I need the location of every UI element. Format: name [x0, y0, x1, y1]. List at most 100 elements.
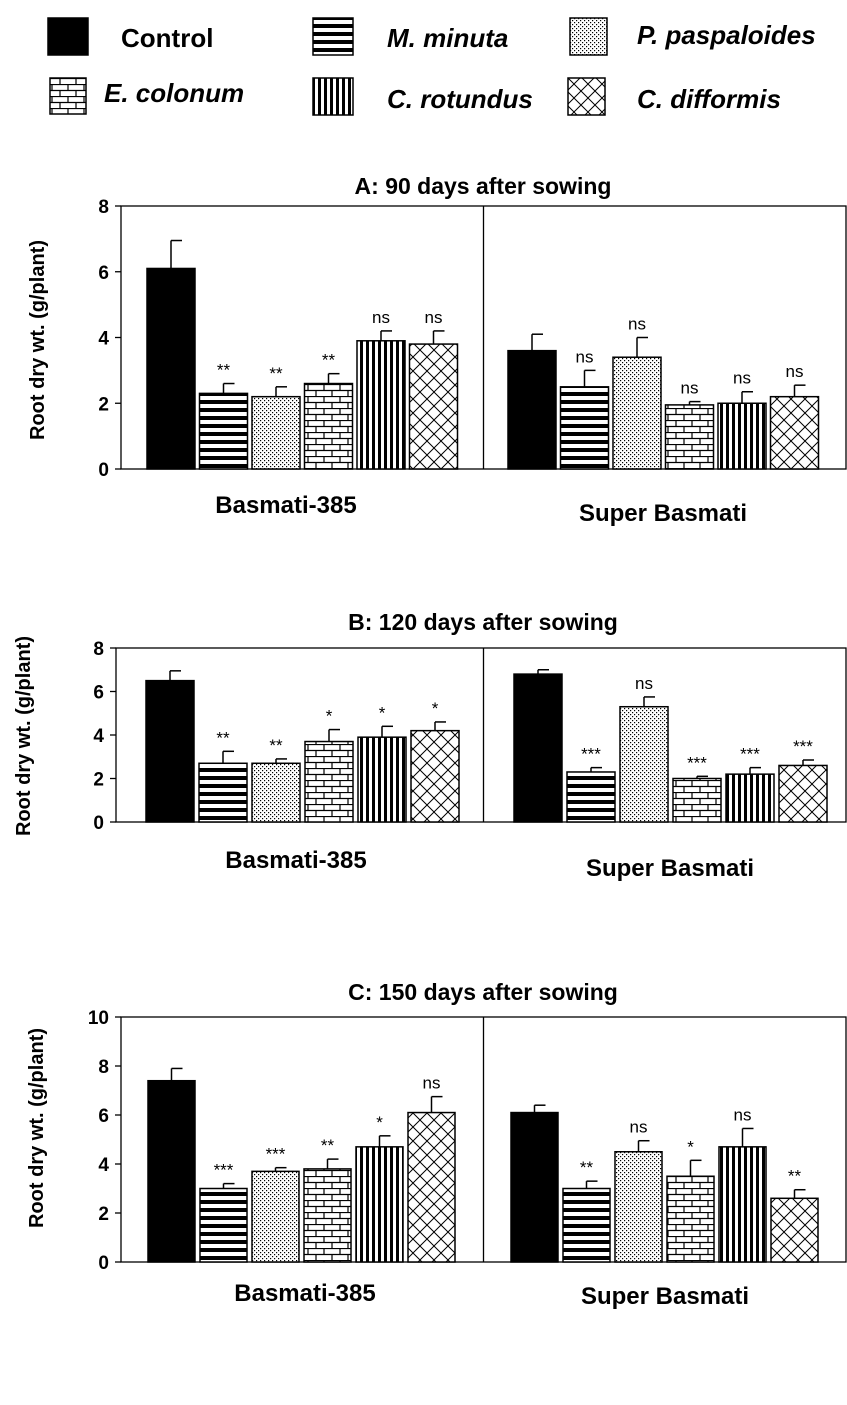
bar — [664, 404, 715, 470]
bar — [145, 679, 195, 823]
y-tick-label: 6 — [98, 1106, 109, 1127]
bar — [198, 392, 249, 470]
legend-item-p-paspaloides: P. paspaloides — [569, 17, 816, 56]
y-tick-label: 2 — [93, 770, 104, 791]
bar — [770, 1197, 819, 1263]
bar — [778, 764, 828, 823]
y-tick-label: 10 — [88, 1008, 109, 1029]
bar — [199, 1187, 248, 1263]
bar — [559, 386, 610, 470]
significance-label: ns — [576, 347, 594, 366]
group-label-c-super-basmati: Super Basmati — [581, 1283, 749, 1310]
y-ticks-a: 0 2 4 6 8 — [98, 197, 121, 481]
legend: Control M. minuta P. paspaloides E. colo… — [47, 17, 816, 116]
bar — [251, 1170, 300, 1263]
y-tick-label: 4 — [93, 726, 104, 747]
group-label-b-basmati-385: Basmati-385 — [225, 847, 366, 874]
legend-swatch-control — [47, 17, 89, 56]
bars-b: ** *** * ****ns*** *** *** — [145, 669, 828, 823]
bar — [251, 395, 301, 470]
significance-label: ns — [734, 1105, 752, 1124]
bar — [410, 729, 460, 823]
bars-a: ** ** ** ns ns ns ns ns ns ns — [146, 239, 820, 470]
chart-title-b: B: 120 days after sowing — [348, 609, 618, 635]
y-tick-label: 8 — [98, 197, 109, 218]
significance-label: ns — [681, 379, 699, 398]
y-axis-label-a: Root dry wt. (g/plant) — [27, 240, 49, 440]
legend-item-m-minuta: M. minuta — [312, 17, 508, 56]
significance-label: ** — [269, 736, 283, 755]
bar — [407, 1111, 456, 1263]
legend-label-p-paspaloides: P. paspaloides — [637, 20, 816, 50]
significance-label: ** — [788, 1167, 802, 1186]
significance-label: ** — [269, 364, 283, 383]
bar — [513, 673, 563, 823]
significance-label: *** — [266, 1145, 286, 1164]
y-axis-label-c: Root dry wt. (g/plant) — [26, 1028, 48, 1228]
significance-label: ns — [423, 1074, 441, 1093]
legend-label-m-minuta: M. minuta — [387, 23, 508, 53]
significance-label: ** — [580, 1158, 594, 1177]
bar — [672, 777, 722, 823]
significance-label: *** — [687, 753, 707, 772]
bar — [251, 762, 301, 823]
chart-panel-a: A: 90 days after sowing Root dry wt. (g/… — [27, 173, 847, 527]
significance-label: ns — [628, 315, 646, 334]
significance-label: * — [379, 703, 386, 722]
bar — [304, 740, 354, 823]
y-ticks-c: 0 2 4 6 8 10 — [88, 1008, 121, 1274]
legend-swatch-c-rotundus — [312, 77, 354, 116]
y-tick-label: 4 — [98, 329, 109, 350]
bar — [408, 343, 459, 470]
bar — [356, 340, 406, 470]
bar — [725, 773, 775, 823]
bar — [303, 382, 354, 470]
bar — [147, 1079, 196, 1263]
significance-label: ns — [630, 1118, 648, 1137]
significance-label: * — [326, 707, 333, 726]
bar — [510, 1111, 559, 1263]
bar — [612, 356, 662, 470]
bar — [357, 736, 407, 823]
significance-label: *** — [214, 1161, 234, 1180]
bar — [769, 395, 820, 470]
chart-title-a: A: 90 days after sowing — [355, 173, 612, 199]
y-tick-label: 2 — [98, 394, 109, 415]
group-label-a-basmati-385: Basmati-385 — [215, 492, 356, 519]
significance-label: ** — [217, 361, 231, 380]
y-tick-label: 0 — [98, 460, 109, 481]
y-tick-label: 0 — [93, 813, 104, 834]
legend-item-c-rotundus: C. rotundus — [312, 77, 533, 116]
legend-label-e-colonum: E. colonum — [104, 78, 244, 108]
legend-item-e-colonum: E. colonum — [49, 77, 244, 115]
legend-label-c-difformis: C. difformis — [637, 84, 781, 114]
significance-label: *** — [581, 745, 601, 764]
bar — [614, 1151, 663, 1263]
chart-title-c: C: 150 days after sowing — [348, 979, 618, 1005]
bar — [146, 267, 196, 470]
y-tick-label: 0 — [98, 1253, 109, 1274]
legend-swatch-e-colonum — [49, 77, 87, 115]
y-tick-label: 6 — [98, 263, 109, 284]
significance-label: * — [432, 699, 439, 718]
significance-label: ** — [322, 351, 336, 370]
group-label-b-super-basmati: Super Basmati — [586, 855, 754, 882]
bar — [303, 1168, 352, 1263]
chart-panel-c: C: 150 days after sowing Root dry wt. (g… — [26, 979, 847, 1310]
bar — [619, 705, 669, 823]
significance-label: ** — [216, 728, 230, 747]
legend-item-c-difformis: C. difformis — [567, 77, 781, 116]
legend-swatch-p-paspaloides — [569, 17, 608, 56]
group-label-c-basmati-385: Basmati-385 — [234, 1280, 375, 1307]
significance-label: ns — [733, 369, 751, 388]
significance-label: *** — [740, 745, 760, 764]
significance-label: ns — [635, 674, 653, 693]
y-tick-label: 8 — [98, 1057, 109, 1078]
significance-label: * — [687, 1137, 694, 1156]
bar — [718, 1146, 767, 1263]
legend-label-control: Control — [121, 23, 213, 53]
y-tick-label: 2 — [98, 1204, 109, 1225]
bar — [355, 1146, 404, 1263]
legend-swatch-c-difformis — [567, 77, 606, 116]
